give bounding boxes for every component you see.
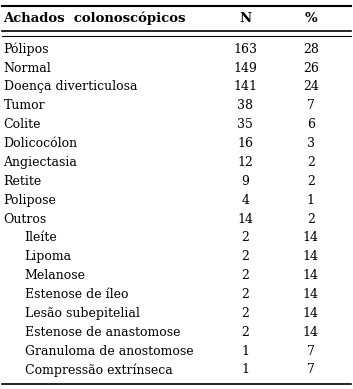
Text: 1: 1 [307,194,315,207]
Text: 14: 14 [303,326,319,339]
Text: Retite: Retite [4,175,42,188]
Text: Lipoma: Lipoma [25,250,72,263]
Text: 141: 141 [233,81,257,93]
Text: Ileíte: Ileíte [25,231,58,244]
Text: 2: 2 [241,250,249,263]
Text: Tumor: Tumor [4,99,45,112]
Text: 2: 2 [307,175,315,188]
Text: Angiectasia: Angiectasia [4,156,77,169]
Text: Normal: Normal [4,61,51,75]
Text: 14: 14 [303,231,319,244]
Text: 4: 4 [241,194,249,207]
Text: Dolicocólon: Dolicocólon [4,137,78,150]
Text: 35: 35 [238,118,253,131]
Text: 38: 38 [237,99,253,112]
Text: 2: 2 [241,269,249,282]
Text: Granuloma de anostomose: Granuloma de anostomose [25,345,193,357]
Text: 16: 16 [237,137,253,150]
Text: 3: 3 [307,137,315,150]
Text: 14: 14 [303,307,319,320]
Text: Compressão extrínseca: Compressão extrínseca [25,363,173,377]
Text: Lesão subepitelial: Lesão subepitelial [25,307,139,320]
Text: Polipose: Polipose [4,194,56,207]
Text: Colite: Colite [4,118,41,131]
Text: 12: 12 [238,156,253,169]
Text: 163: 163 [233,43,257,56]
Text: 2: 2 [307,156,315,169]
Text: 7: 7 [307,345,315,357]
Text: N: N [239,12,251,25]
Text: 149: 149 [233,61,257,75]
Text: 1: 1 [241,363,249,377]
Text: 7: 7 [307,363,315,377]
Text: Doença diverticulosa: Doença diverticulosa [4,81,137,93]
Text: 2: 2 [241,288,249,301]
Text: 14: 14 [303,250,319,263]
Text: 7: 7 [307,99,315,112]
Text: 2: 2 [241,307,249,320]
Text: 14: 14 [303,269,319,282]
Text: 9: 9 [241,175,249,188]
Text: 14: 14 [303,288,319,301]
Text: %: % [304,12,317,25]
Text: 2: 2 [241,326,249,339]
Text: Estenose de anastomose: Estenose de anastomose [25,326,180,339]
Text: 2: 2 [241,231,249,244]
Text: Melanose: Melanose [25,269,86,282]
Text: Estenose de íleo: Estenose de íleo [25,288,128,301]
Text: 28: 28 [303,43,318,56]
Text: 14: 14 [237,212,253,226]
Text: 1: 1 [241,345,249,357]
Text: 6: 6 [307,118,315,131]
Text: 26: 26 [303,61,318,75]
Text: 2: 2 [307,212,315,226]
Text: Pólipos: Pólipos [4,43,49,56]
Text: 24: 24 [303,81,318,93]
Text: Achados  colonoscópicos: Achados colonoscópicos [4,12,186,25]
Text: Outros: Outros [4,212,47,226]
